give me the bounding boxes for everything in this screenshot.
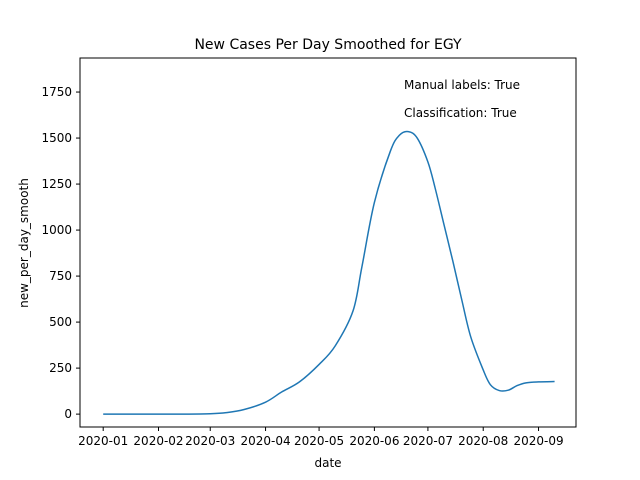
- y-tick-label: 500: [49, 315, 72, 329]
- x-tick-label: 2020-09: [513, 434, 563, 448]
- x-tick-label: 2020-05: [294, 434, 344, 448]
- plot-area: [80, 58, 576, 427]
- y-tick-label: 1250: [41, 177, 72, 191]
- y-tick-label: 750: [49, 269, 72, 283]
- chart-title: New Cases Per Day Smoothed for EGY: [194, 37, 462, 53]
- x-tick-label: 2020-04: [240, 434, 290, 448]
- series-line-0: [103, 130, 555, 415]
- x-tick-label: 2020-06: [349, 434, 399, 448]
- y-tick-label: 1000: [41, 223, 72, 237]
- x-tick-label: 2020-07: [403, 434, 453, 448]
- annotation-classification: Classification: True: [404, 106, 517, 120]
- plot-frame: [79, 57, 577, 428]
- y-axis-ticks: 0 250 500 750 1000 1250 1500 1750: [41, 85, 80, 421]
- x-tick-label: 2020-01: [78, 434, 128, 448]
- annotation-manual-labels: Manual labels: True: [404, 78, 520, 92]
- y-tick-label: 1500: [41, 131, 72, 145]
- x-tick-label: 2020-02: [133, 434, 183, 448]
- x-tick-label: 2020-03: [185, 434, 235, 448]
- y-tick-label: 250: [49, 361, 72, 375]
- x-axis-label: date: [314, 456, 341, 470]
- x-tick-label: 2020-08: [458, 434, 508, 448]
- y-tick-label: 1750: [41, 85, 72, 99]
- y-tick-label: 0: [64, 407, 72, 421]
- line-layer: [103, 130, 555, 415]
- y-axis-label: new_per_day_smooth: [17, 178, 31, 308]
- x-axis-ticks: 2020-01 2020-02 2020-03 2020-04 2020-05 2020-…: [78, 427, 564, 448]
